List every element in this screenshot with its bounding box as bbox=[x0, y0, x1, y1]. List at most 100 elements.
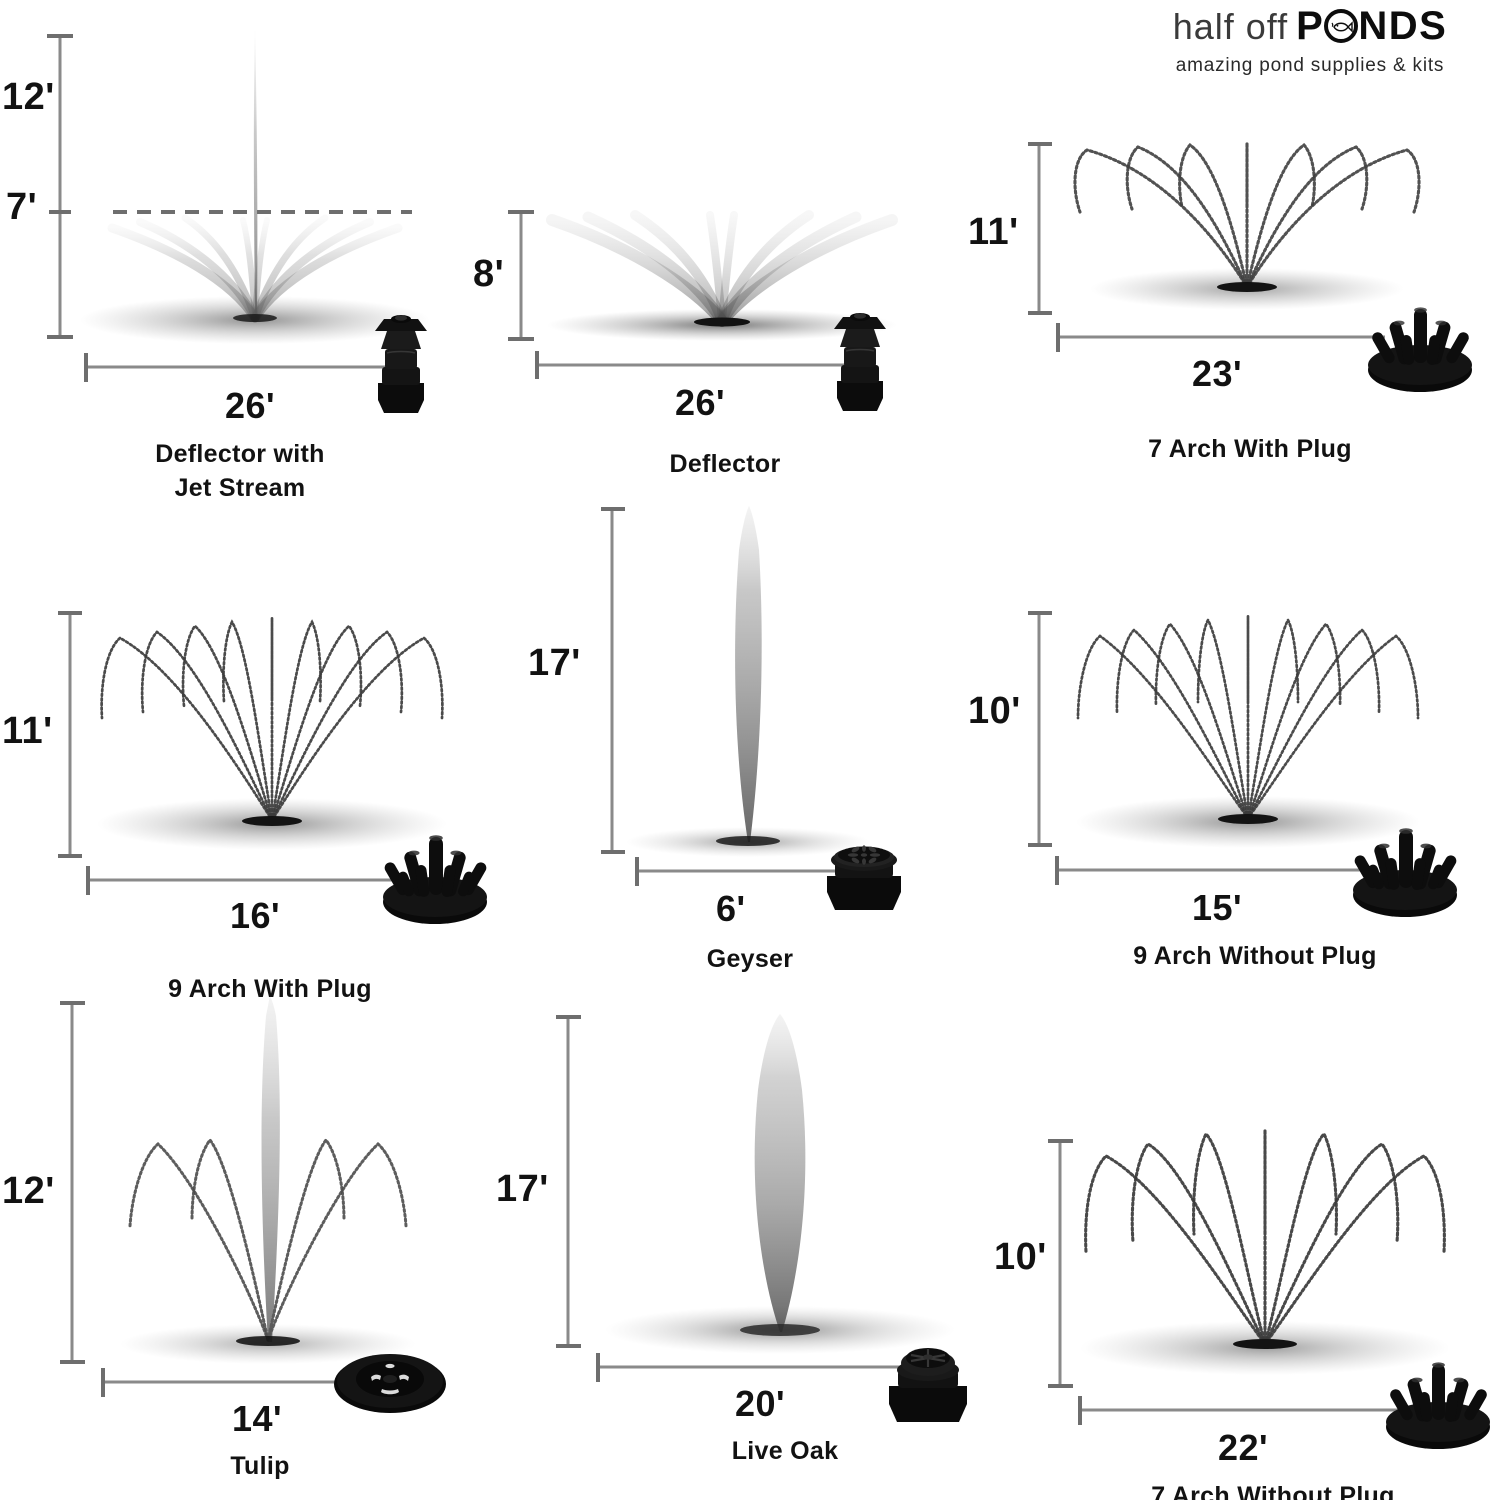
geyser-column bbox=[735, 506, 762, 842]
width-ruler-20ft bbox=[596, 1353, 910, 1382]
logo-wordmark: half off P NDS bbox=[1135, 6, 1485, 46]
width-ruler-26ft bbox=[535, 351, 860, 379]
height-ruler-12ft bbox=[47, 34, 73, 339]
height-ruler-17ft bbox=[601, 507, 625, 854]
spray-diagram-7-arch-with-plug bbox=[1028, 142, 1472, 392]
panel-title-live-oak: Live Oak bbox=[731, 1437, 839, 1465]
panel-deflector: 8' 26' Deflector bbox=[460, 175, 940, 505]
height-ruler-10ft bbox=[1048, 1139, 1073, 1388]
nozzle-water-ring bbox=[233, 314, 277, 322]
logo-nds-letters: NDS bbox=[1358, 4, 1448, 48]
liveoak-nozzle bbox=[889, 1348, 967, 1422]
nozzle-water-ring bbox=[1233, 1339, 1297, 1349]
panel-title-tulip: Tulip bbox=[230, 1452, 290, 1480]
spray-diagram-live-oak bbox=[556, 1014, 967, 1422]
deflector-fan-spray bbox=[546, 210, 898, 327]
height-label-17ft: 17' bbox=[528, 642, 581, 684]
width-ruler-16ft bbox=[86, 866, 400, 895]
panel-9-arch-without-plug: 10' 15' 9 Arch Without Plug bbox=[960, 590, 1493, 980]
height-label-8ft: 8' bbox=[473, 253, 505, 295]
spray-diagram-9-arch-without-plug bbox=[1028, 611, 1457, 917]
nozzle-water-ring bbox=[694, 317, 750, 327]
height-ruler-11ft bbox=[1028, 142, 1052, 315]
tulip-center-jet bbox=[261, 996, 280, 1342]
width-ruler-23ft bbox=[1056, 323, 1385, 352]
nozzle-water-ring bbox=[1217, 282, 1277, 292]
panel-title-9-arch-without-plug: 9 Arch Without Plug bbox=[1133, 942, 1377, 970]
width-ruler-26ft bbox=[84, 353, 400, 382]
panel-title-line2: Jet Stream bbox=[174, 473, 306, 502]
tulip-slot-pattern bbox=[371, 1363, 409, 1395]
panel-title-7-arch-without-plug: 7 Arch Without Plug bbox=[1151, 1482, 1395, 1500]
live-oak-plume bbox=[754, 1014, 806, 1332]
height-ruler-12ft bbox=[60, 1001, 85, 1364]
width-label-20ft: 20' bbox=[735, 1383, 786, 1424]
height-label-12ft: 12' bbox=[2, 1170, 55, 1212]
panel-title-7-arch-with-plug: 7 Arch With Plug bbox=[1148, 435, 1352, 463]
height-label-11ft: 11' bbox=[2, 710, 53, 752]
height-ruler-8ft bbox=[508, 210, 534, 341]
deflector-fan-spray bbox=[107, 214, 403, 323]
width-label-15ft: 15' bbox=[1192, 887, 1243, 928]
deflector-nozzle bbox=[375, 315, 427, 413]
height-label-12ft: 12' bbox=[2, 76, 55, 118]
width-label-16ft: 16' bbox=[230, 895, 281, 936]
nozzle-water-ring bbox=[1218, 814, 1278, 824]
panel-deflector-jet-stream: 12' 7' 26' Deflector with Jet Stream bbox=[0, 0, 470, 510]
nozzle-water-ring bbox=[236, 1336, 300, 1346]
width-label-26ft: 26' bbox=[675, 382, 726, 423]
width-label-23ft: 23' bbox=[1192, 353, 1243, 394]
nozzle-water-ring bbox=[740, 1324, 820, 1336]
spray-diagram-tulip bbox=[60, 996, 446, 1413]
nozzle-water-ring bbox=[716, 836, 780, 846]
arch-jets bbox=[1073, 142, 1421, 289]
width-ruler-15ft bbox=[1055, 856, 1370, 885]
height-ruler-17ft bbox=[556, 1015, 581, 1348]
height-ruler-10ft bbox=[1028, 611, 1052, 847]
arch-nozzle bbox=[383, 835, 487, 924]
geyser-slot-pattern bbox=[847, 845, 881, 865]
arch-jets bbox=[1084, 1130, 1446, 1346]
panel-7-arch-with-plug: 11' 23' 7 Arch With Plug bbox=[960, 115, 1493, 485]
panel-9-arch-with-plug: 11' 16' 9 Arch With Plug bbox=[0, 590, 520, 1003]
logo-ponds-text: P NDS bbox=[1296, 6, 1447, 46]
spray-diagram-geyser bbox=[601, 506, 901, 910]
spray-diagram-deflector bbox=[508, 210, 898, 411]
panel-tulip: 12' 14' Tulip bbox=[0, 980, 500, 1500]
height-label-11ft: 11' bbox=[968, 211, 1019, 253]
width-label-26ft: 26' bbox=[225, 385, 276, 426]
spray-diagram-7-arch-without-plug bbox=[1048, 1130, 1490, 1449]
width-label-22ft: 22' bbox=[1218, 1427, 1269, 1468]
height-label-10ft: 10' bbox=[968, 690, 1021, 732]
spray-diagram-9-arch-with-plug bbox=[58, 611, 487, 924]
panel-title-line1: Deflector with bbox=[155, 440, 325, 468]
logo-p-letter: P bbox=[1296, 4, 1325, 48]
center-jet-stream bbox=[253, 30, 258, 320]
geyser-nozzle bbox=[827, 845, 901, 910]
panel-title-deflector: Deflector bbox=[669, 450, 781, 478]
arch-jets bbox=[100, 618, 444, 822]
logo-half-off-text: half off bbox=[1172, 6, 1289, 47]
height-label-10ft: 10' bbox=[994, 1236, 1047, 1278]
tulip-nozzle bbox=[334, 1354, 446, 1413]
tulip-outer-arches bbox=[128, 1137, 408, 1342]
arch-nozzle bbox=[1386, 1362, 1490, 1449]
fish-in-circle-icon bbox=[1324, 9, 1359, 43]
width-label-14ft: 14' bbox=[232, 1398, 283, 1439]
height-label-7ft: 7' bbox=[6, 186, 38, 228]
panel-7-arch-without-plug: 10' 22' 7 Arch Without Plug bbox=[960, 1100, 1493, 1500]
spray-diagram-deflector-jet-stream bbox=[47, 30, 430, 413]
width-label-6ft: 6' bbox=[716, 888, 746, 929]
arch-nozzle bbox=[1368, 307, 1472, 392]
width-ruler-22ft bbox=[1078, 1396, 1410, 1425]
nozzle-water-ring bbox=[242, 816, 302, 826]
width-ruler-6ft bbox=[635, 857, 838, 886]
brand-logo: half off P NDS amazing pond supplies & k… bbox=[1135, 6, 1485, 75]
width-ruler-14ft bbox=[101, 1368, 375, 1397]
panel-title-geyser: Geyser bbox=[706, 945, 794, 973]
height-label-17ft: 17' bbox=[496, 1168, 549, 1210]
panel-live-oak: 17' 20' Live Oak bbox=[490, 980, 990, 1500]
height-ruler-11ft bbox=[58, 611, 82, 858]
panel-geyser: 17' 6' Geyser bbox=[520, 490, 960, 973]
